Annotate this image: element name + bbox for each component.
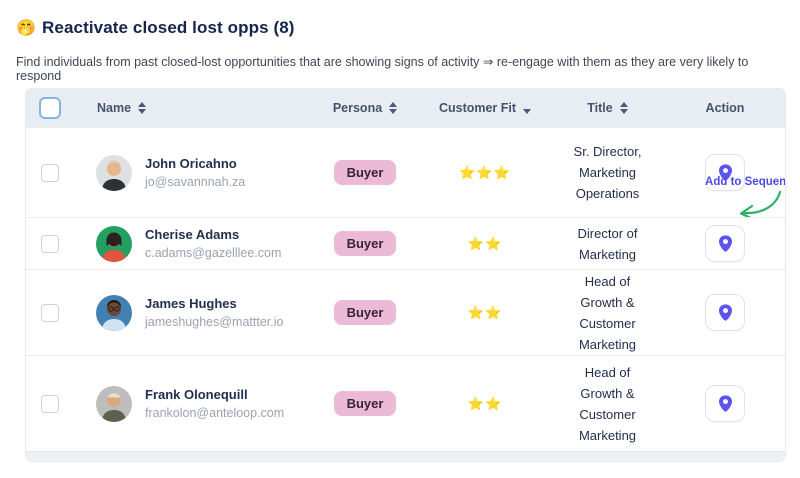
sequence-pin-icon	[718, 235, 732, 252]
person-name[interactable]: John Oricahno	[145, 156, 237, 171]
job-title: Director of Marketing	[577, 225, 638, 262]
row-checkbox-cell	[26, 163, 70, 182]
job-title: Head of Growth & Customer Marketing	[578, 364, 637, 443]
person-email: frankolon@anteloop.com	[145, 406, 285, 420]
sort-icon[interactable]	[138, 102, 147, 114]
avatar	[96, 225, 132, 262]
persona-cell: Buyer	[310, 300, 420, 325]
column-header-name[interactable]: Name	[70, 101, 310, 115]
add-to-sequence-button[interactable]	[705, 294, 745, 331]
job-title: Head of Growth & Customer Marketing	[578, 273, 637, 352]
persona-badge: Buyer	[333, 391, 397, 416]
persona-badge: Buyer	[333, 231, 397, 256]
column-header-title[interactable]: Title	[550, 101, 665, 115]
sort-desc-icon[interactable]	[523, 108, 532, 114]
prospects-table: Name Persona Customer Fit Title Action	[25, 88, 786, 462]
table-row: Frank Olonequill frankolon@anteloop.com …	[26, 355, 785, 451]
person-name[interactable]: Cherise Adams	[145, 227, 240, 242]
row-checkbox-cell	[26, 234, 70, 253]
avatar	[96, 154, 132, 191]
job-title: Sr. Director, Marketing Operations	[573, 144, 642, 201]
person-email: jo@savannnah.za	[145, 175, 246, 189]
persona-badge: Buyer	[333, 300, 397, 325]
person-email: jameshughes@mattter.io	[145, 315, 284, 329]
customer-fit-stars: ⭐⭐	[467, 395, 503, 411]
person-cell: Frank Olonequill frankolon@anteloop.com	[70, 385, 310, 422]
row-checkbox-cell	[26, 303, 70, 322]
action-cell	[665, 154, 785, 191]
column-header-customer-fit[interactable]: Customer Fit	[420, 101, 550, 115]
action-cell	[665, 225, 785, 262]
sort-icon[interactable]	[389, 102, 398, 114]
table-row: James Hughes jameshughes@mattter.io Buye…	[26, 269, 785, 355]
table-header-row: Name Persona Customer Fit Title Action	[26, 89, 785, 127]
customer-fit-stars: ⭐⭐⭐	[459, 164, 511, 180]
person-name[interactable]: James Hughes	[145, 296, 237, 311]
customer-fit-stars: ⭐⭐	[467, 304, 503, 320]
person-name[interactable]: Frank Olonequill	[145, 387, 248, 402]
page-title: 🤭 Reactivate closed lost opps (8)	[16, 18, 295, 38]
action-cell	[665, 385, 785, 422]
customer-fit-stars: ⭐⭐	[467, 235, 503, 251]
sequence-pin-icon	[718, 164, 732, 181]
row-checkbox[interactable]	[41, 303, 59, 322]
select-all-checkbox[interactable]	[39, 97, 61, 119]
add-to-sequence-button[interactable]	[705, 385, 745, 422]
person-cell: Cherise Adams c.adams@gazelllee.com	[70, 225, 310, 262]
table-row: Cherise Adams c.adams@gazelllee.com Buye…	[26, 217, 785, 269]
person-email: c.adams@gazelllee.com	[145, 246, 282, 260]
row-checkbox[interactable]	[41, 163, 59, 182]
persona-cell: Buyer	[310, 160, 420, 185]
row-checkbox[interactable]	[41, 234, 59, 253]
person-cell: John Oricahno jo@savannnah.za	[70, 154, 310, 191]
add-to-sequence-button[interactable]	[705, 154, 745, 191]
row-checkbox[interactable]	[41, 394, 59, 413]
page-title-text: Reactivate closed lost opps (8)	[42, 18, 295, 37]
persona-badge: Buyer	[333, 160, 397, 185]
header-checkbox-cell	[26, 97, 70, 119]
avatar	[96, 294, 132, 331]
sort-icon[interactable]	[619, 102, 628, 114]
column-header-persona[interactable]: Persona	[310, 101, 420, 115]
table-row: John Oricahno jo@savannnah.za Buyer ⭐⭐⭐ …	[26, 127, 786, 221]
action-cell	[665, 294, 785, 331]
person-cell: James Hughes jameshughes@mattter.io	[70, 294, 310, 331]
persona-cell: Buyer	[310, 231, 420, 256]
add-to-sequence-button[interactable]	[705, 225, 745, 262]
avatar	[96, 385, 132, 422]
add-to-sequence-annotation: Add to Sequence	[705, 176, 786, 188]
sequence-pin-icon	[718, 395, 732, 412]
page-subtitle: Find individuals from past closed-lost o…	[16, 55, 749, 83]
column-header-action: Action	[705, 101, 745, 115]
row-checkbox-cell	[26, 394, 70, 413]
sequence-pin-icon	[718, 304, 732, 321]
persona-cell: Buyer	[310, 391, 420, 416]
table-footer-strip	[26, 451, 785, 461]
title-emoji: 🤭	[16, 20, 37, 37]
